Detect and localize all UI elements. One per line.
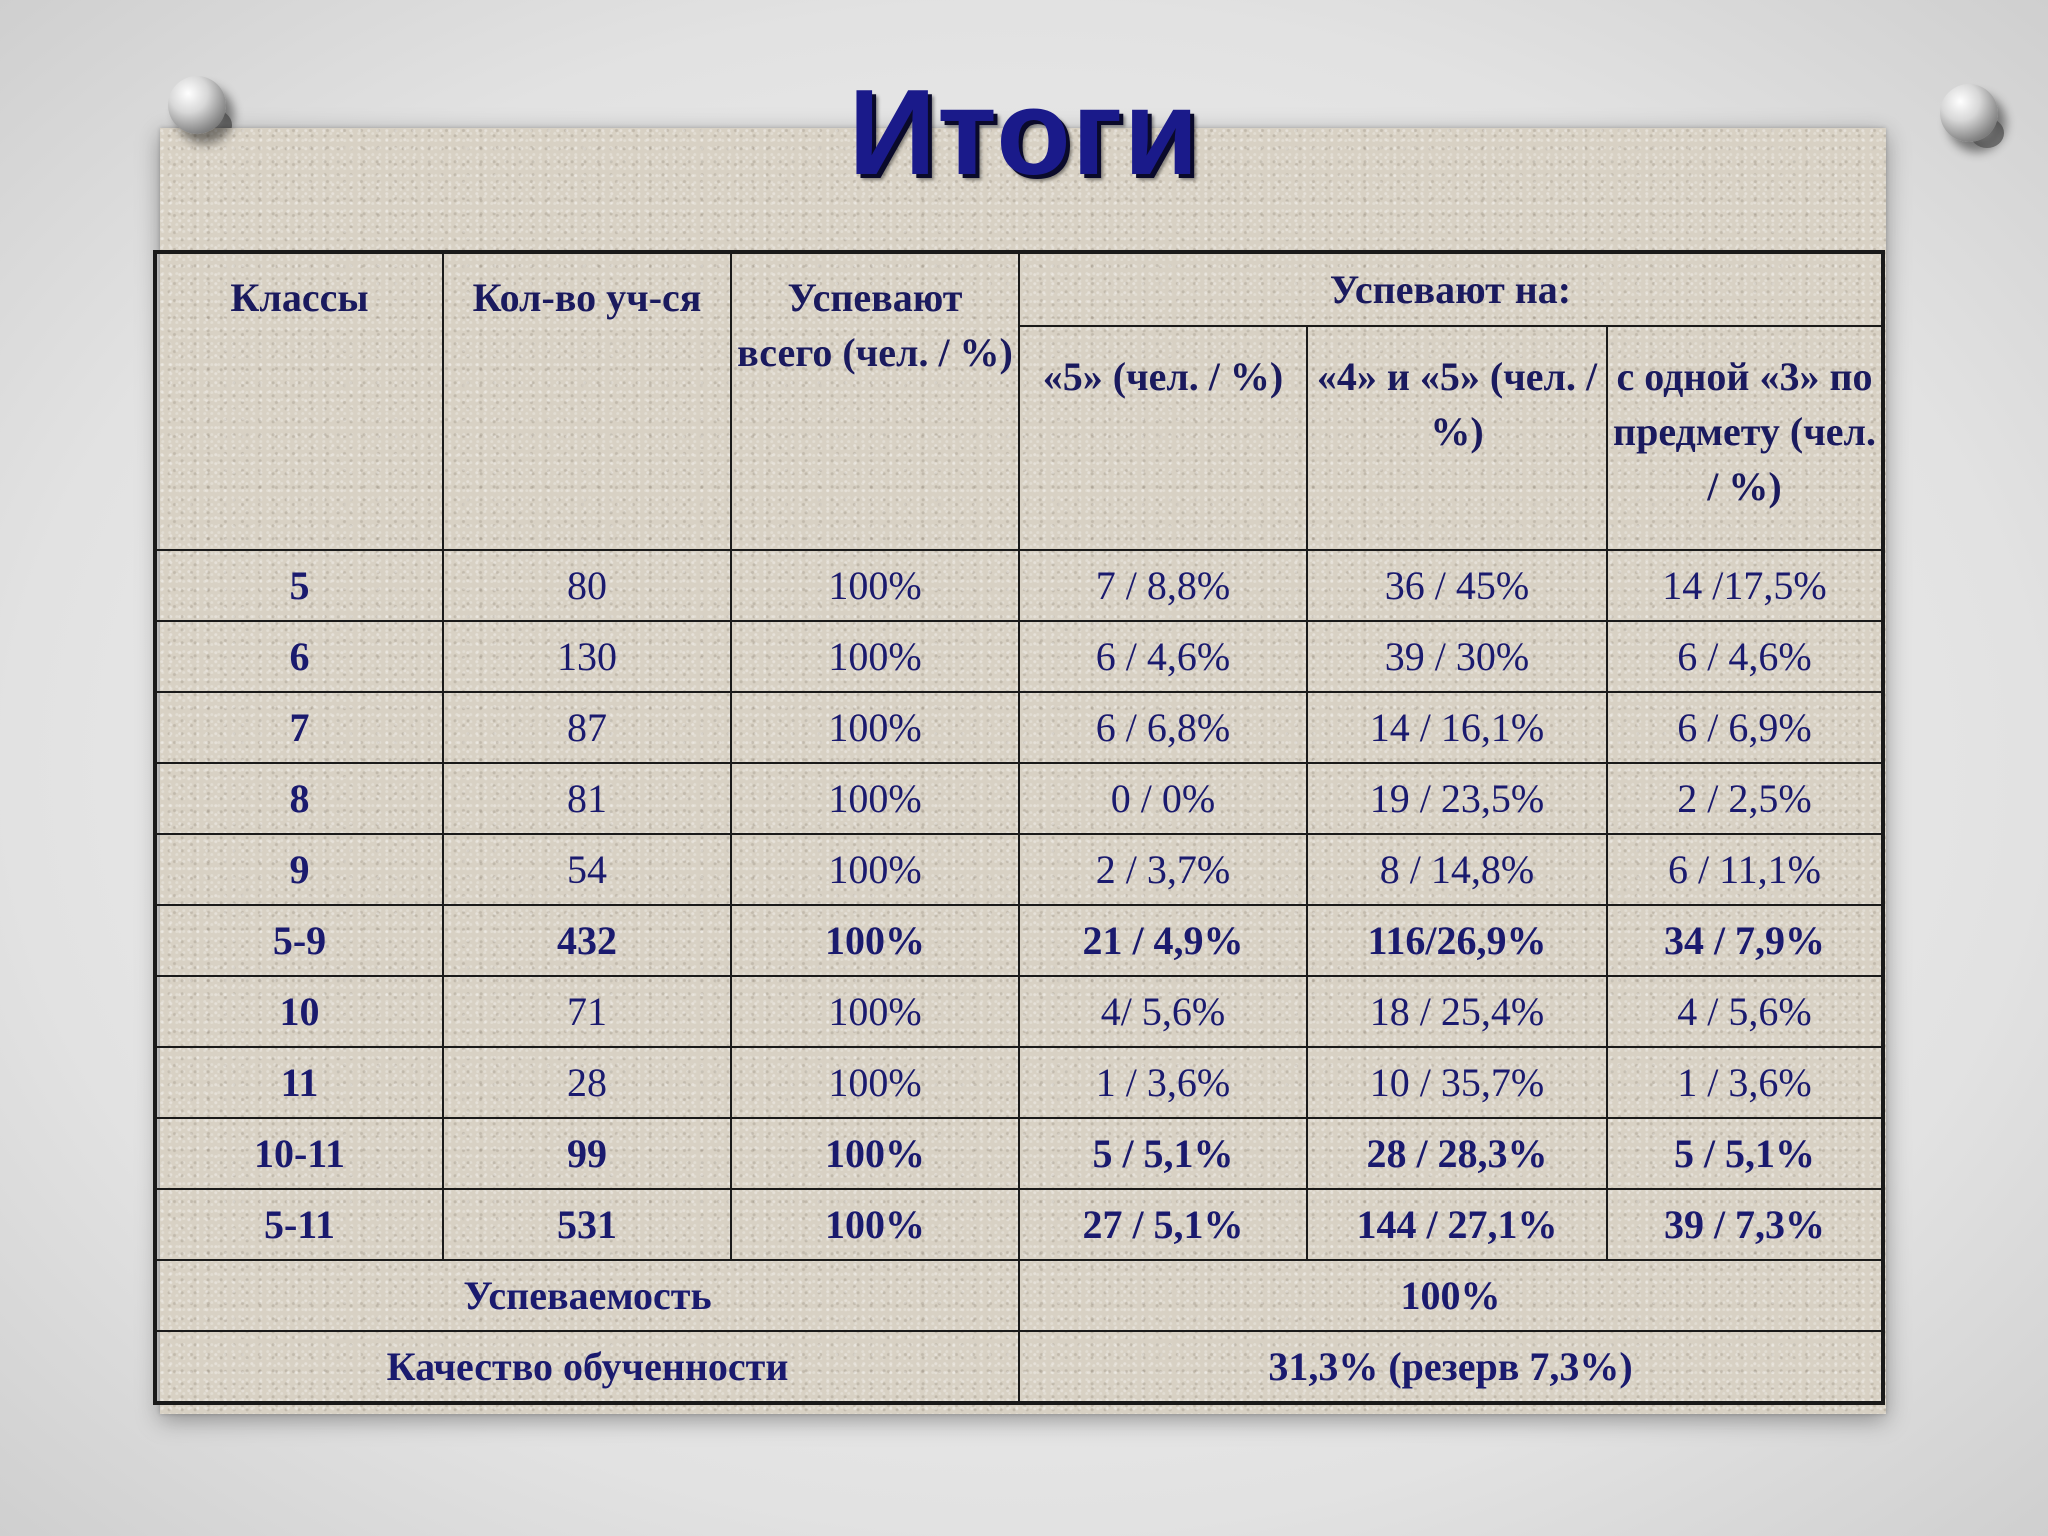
- cell-class: 10-11: [154, 1117, 444, 1190]
- cell-class: 7: [154, 691, 444, 764]
- header-fours-fives: «4» и «5» (чел. / %): [1306, 325, 1608, 551]
- cell-class: 10: [154, 975, 444, 1048]
- cell-one-three: 6 / 6,9%: [1605, 691, 1885, 764]
- header-passing-total: Успевают всего (чел. / %): [730, 251, 1020, 551]
- quality-label: Качество обученности: [154, 1330, 1020, 1404]
- cell-fours-fives: 39 / 30%: [1306, 620, 1608, 693]
- cell-count: 99: [442, 1117, 732, 1190]
- cell-one-three: 5 / 5,1%: [1605, 1117, 1885, 1190]
- cell-class: 9: [154, 833, 444, 906]
- cell-fives: 21 / 4,9%: [1018, 904, 1308, 977]
- cell-one-three: 1 / 3,6%: [1605, 1046, 1885, 1119]
- cell-fours-fives: 18 / 25,4%: [1306, 975, 1608, 1048]
- cell-fives: 1 / 3,6%: [1018, 1046, 1308, 1119]
- cell-one-three: 14 /17,5%: [1605, 549, 1885, 622]
- cell-fives: 0 / 0%: [1018, 762, 1308, 835]
- cell-fives: 6 / 4,6%: [1018, 620, 1308, 693]
- cell-count: 54: [442, 833, 732, 906]
- cell-fives: 2 / 3,7%: [1018, 833, 1308, 906]
- cell-fives: 6 / 6,8%: [1018, 691, 1308, 764]
- cell-class: 5: [154, 549, 444, 622]
- table-row: 5 80 100% 7 / 8,8% 36 / 45% 14 /17,5%: [154, 549, 1885, 622]
- cell-fours-fives: 144 / 27,1%: [1306, 1188, 1608, 1261]
- cell-fours-fives: 14 / 16,1%: [1306, 691, 1608, 764]
- cell-total: 100%: [730, 762, 1020, 835]
- cell-fours-fives: 10 / 35,7%: [1306, 1046, 1608, 1119]
- cell-total: 100%: [730, 833, 1020, 906]
- cell-one-three: 6 / 4,6%: [1605, 620, 1885, 693]
- table-row-subtotal: 10-11 99 100% 5 / 5,1% 28 / 28,3% 5 / 5,…: [154, 1117, 1885, 1190]
- cell-class: 5-9: [154, 904, 444, 977]
- cell-fours-fives: 19 / 23,5%: [1306, 762, 1608, 835]
- cell-class: 5-11: [154, 1188, 444, 1261]
- header-classes: Классы: [154, 251, 444, 551]
- cell-count: 71: [442, 975, 732, 1048]
- cell-fives: 5 / 5,1%: [1018, 1117, 1308, 1190]
- cell-total: 100%: [730, 975, 1020, 1048]
- table-row-total: 5-11 531 100% 27 / 5,1% 144 / 27,1% 39 /…: [154, 1188, 1885, 1261]
- cell-count: 432: [442, 904, 732, 977]
- table-row: 7 87 100% 6 / 6,8% 14 / 16,1% 6 / 6,9%: [154, 691, 1885, 764]
- table-row: 11 28 100% 1 / 3,6% 10 / 35,7% 1 / 3,6%: [154, 1046, 1885, 1119]
- cell-count: 81: [442, 762, 732, 835]
- cell-count: 28: [442, 1046, 732, 1119]
- header-passing-on: Успевают на:: [1017, 251, 1885, 327]
- cell-total: 100%: [730, 1188, 1020, 1261]
- cell-fives: 4/ 5,6%: [1018, 975, 1308, 1048]
- cell-fours-fives: 28 / 28,3%: [1306, 1117, 1608, 1190]
- quality-value: 31,3% (резерв 7,3%): [1017, 1330, 1885, 1404]
- performance-label: Успеваемость: [154, 1259, 1020, 1332]
- cell-class: 11: [154, 1046, 444, 1119]
- cell-total: 100%: [730, 549, 1020, 622]
- cell-total: 100%: [730, 620, 1020, 693]
- cell-fours-fives: 36 / 45%: [1306, 549, 1608, 622]
- cell-fours-fives: 8 / 14,8%: [1306, 833, 1608, 906]
- cell-one-three: 2 / 2,5%: [1605, 762, 1885, 835]
- summary-row-quality: Качество обученности 31,3% (резерв 7,3%): [154, 1330, 1885, 1404]
- table-row: 9 54 100% 2 / 3,7% 8 / 14,8% 6 / 11,1%: [154, 833, 1885, 906]
- cell-class: 8: [154, 762, 444, 835]
- cell-fives: 7 / 8,8%: [1018, 549, 1308, 622]
- slide-title: Итоги: [848, 64, 1200, 200]
- cell-total: 100%: [730, 1117, 1020, 1190]
- cell-one-three: 6 / 11,1%: [1605, 833, 1885, 906]
- cell-count: 80: [442, 549, 732, 622]
- header-one-three: с одной «3» по предмету (чел. / %): [1605, 325, 1885, 551]
- results-table: Классы Кол-во уч-ся Успевают всего (чел.…: [153, 250, 1886, 1405]
- table-row: 6 130 100% 6 / 4,6% 39 / 30% 6 / 4,6%: [154, 620, 1885, 693]
- cell-class: 6: [154, 620, 444, 693]
- cell-total: 100%: [730, 1046, 1020, 1119]
- performance-value: 100%: [1017, 1259, 1885, 1332]
- cell-count: 87: [442, 691, 732, 764]
- table-row-subtotal: 5-9 432 100% 21 / 4,9% 116/26,9% 34 / 7,…: [154, 904, 1885, 977]
- cell-total: 100%: [730, 691, 1020, 764]
- cell-one-three: 4 / 5,6%: [1605, 975, 1885, 1048]
- summary-row-performance: Успеваемость 100%: [154, 1259, 1885, 1332]
- table-row: 10 71 100% 4/ 5,6% 18 / 25,4% 4 / 5,6%: [154, 975, 1885, 1048]
- header-fives: «5» (чел. / %): [1018, 325, 1308, 551]
- header-count: Кол-во уч-ся: [442, 251, 732, 551]
- cell-count: 130: [442, 620, 732, 693]
- cell-count: 531: [442, 1188, 732, 1261]
- cell-total: 100%: [730, 904, 1020, 977]
- cell-fives: 27 / 5,1%: [1018, 1188, 1308, 1261]
- cell-fours-fives: 116/26,9%: [1306, 904, 1608, 977]
- cell-one-three: 34 / 7,9%: [1605, 904, 1885, 977]
- cell-one-three: 39 / 7,3%: [1605, 1188, 1885, 1261]
- table-row: 8 81 100% 0 / 0% 19 / 23,5% 2 / 2,5%: [154, 762, 1885, 835]
